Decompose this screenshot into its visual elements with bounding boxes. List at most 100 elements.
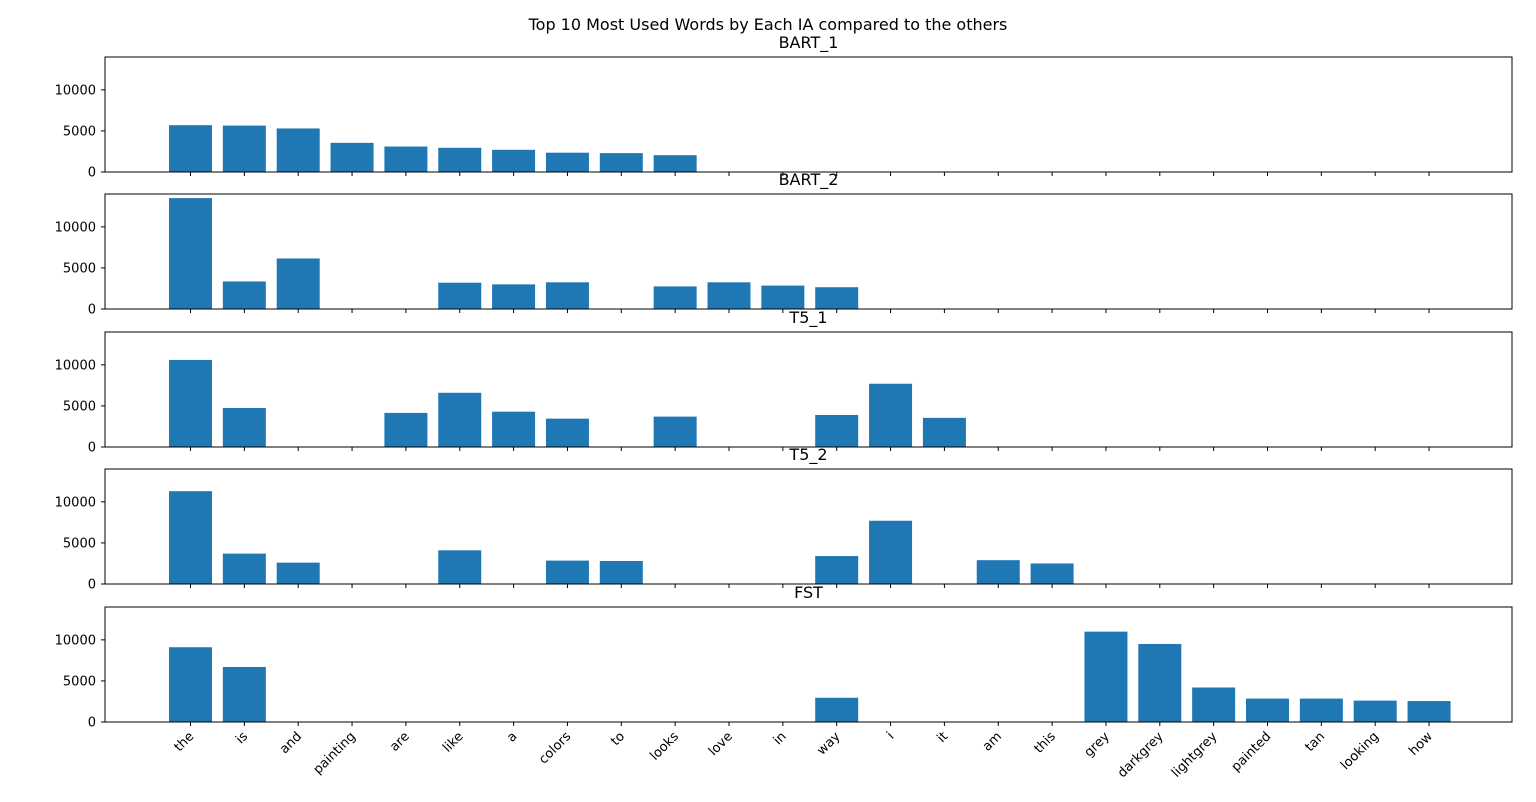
bar-bart_1-the [169, 125, 212, 172]
y-tick-label: 5000 [63, 536, 96, 551]
bar-bart_2-colors [545, 282, 589, 309]
x-tick-label-grey: grey [1082, 729, 1113, 760]
bar-t5_2-like [438, 550, 482, 584]
bar-t5_2-to [599, 561, 643, 584]
x-tick-label-i: i [884, 729, 897, 742]
bar-t5_2-am [976, 560, 1020, 584]
bar-bart_2-and [276, 258, 320, 309]
bar-bart_2-way [815, 287, 859, 309]
bar-fst-tan [1299, 698, 1343, 722]
y-tick-label: 0 [88, 578, 96, 593]
x-tick-label-and: and [277, 729, 305, 757]
x-tick-label-how: how [1406, 729, 1436, 759]
bar-bart_2-love [707, 282, 751, 309]
bar-t5_1-the [169, 359, 212, 447]
bar-t5_1-like [438, 392, 482, 447]
x-tick-label-love: love [706, 729, 736, 759]
bar-bart_1-is [222, 125, 266, 172]
bar-bart_2-is [222, 281, 266, 309]
bar-t5_2-way [815, 556, 859, 584]
subplot-fst: 0 5000 10000 FST [55, 583, 1513, 731]
bar-t5_1-colors [545, 418, 589, 447]
bar-fst-is [222, 666, 266, 722]
x-tick-label-way: way [814, 729, 843, 758]
plot-frame [104, 331, 1513, 448]
bar-bart_1-a [492, 149, 536, 172]
x-tick-label-am: am [980, 729, 1005, 754]
subplot-title: BART_1 [779, 33, 839, 53]
bar-t5_1-it [922, 417, 966, 447]
subplot-t5_1: 0 5000 10000 T5_1 [55, 308, 1513, 456]
bar-t5_1-are [384, 412, 428, 447]
chart-title: Top 10 Most Used Words by Each IA compar… [528, 15, 1008, 34]
bar-t5_2-is [222, 553, 266, 584]
y-tick-label: 10000 [55, 633, 96, 648]
x-tick-label-lightgrey: lightgrey [1169, 729, 1221, 781]
bar-t5_2-i [869, 520, 913, 584]
subplot-bart_1: 0 5000 10000 BART_1 [55, 33, 1513, 181]
bar-bart_1-painting [330, 142, 374, 172]
plot-frame [104, 606, 1513, 723]
plot-frame [104, 56, 1513, 173]
bar-bart_2-looks [653, 286, 697, 309]
x-tick-label-are: are [387, 729, 412, 754]
x-tick-label-colors: colors [536, 729, 574, 767]
plot-frame [104, 193, 1513, 310]
subplot-t5_2: 0 5000 10000 T5_2 [55, 445, 1513, 593]
bar-t5_1-i [869, 383, 913, 447]
x-tick-label-looks: looks [647, 729, 682, 764]
y-tick-label: 0 [88, 441, 96, 456]
y-tick-label: 5000 [63, 124, 96, 139]
x-tick-label-like: like [440, 729, 466, 755]
y-tick-label: 10000 [55, 220, 96, 235]
x-axis: the is and painting are like a colors to looks lov… [172, 729, 1437, 781]
bar-bart_2-the [169, 198, 212, 309]
bar-t5_2-the [169, 491, 212, 584]
x-tick-label-is: is [233, 729, 251, 747]
x-tick-label-painted: painted [1229, 729, 1275, 775]
bar-fst-how [1407, 701, 1451, 722]
x-tick-label-darkgrey: darkgrey [1115, 729, 1167, 781]
y-tick-label: 10000 [55, 83, 96, 98]
bar-fst-way [815, 697, 859, 722]
x-tick-label-to: to [608, 729, 628, 749]
subplot-bart_2: 0 5000 10000 BART_2 [55, 170, 1513, 318]
bar-t5_1-a [492, 411, 536, 447]
bar-t5_2-and [276, 562, 320, 584]
plot-frame [104, 468, 1513, 585]
y-tick-label: 5000 [63, 674, 96, 689]
subplot-title: BART_2 [779, 170, 839, 190]
bar-bart_1-are [384, 146, 428, 172]
bar-fst-the [169, 647, 212, 722]
bar-fst-looking [1353, 700, 1397, 722]
bar-bart_2-a [492, 284, 536, 309]
x-tick-label-painting: painting [311, 729, 359, 777]
y-tick-label: 10000 [55, 495, 96, 510]
subplot-title: FST [794, 583, 823, 602]
bar-fst-grey [1084, 631, 1128, 722]
bar-bart_2-in [761, 285, 805, 309]
bar-t5_2-this [1030, 563, 1074, 584]
x-tick-label-looking: looking [1338, 729, 1382, 773]
x-tick-label-a: a [504, 729, 520, 745]
bar-bart_1-and [276, 128, 320, 172]
bar-bart_1-like [438, 147, 482, 172]
subplots-group: 0 5000 10000 BART_1 0 5000 10000 BART_2 0 5000 100… [55, 33, 1513, 731]
bar-t5_1-looks [653, 416, 697, 447]
x-tick-label-the: the [172, 729, 198, 755]
subplot-title: T5_2 [788, 445, 827, 465]
bar-bart_1-to [599, 153, 643, 172]
y-tick-label: 0 [88, 166, 96, 181]
y-tick-label: 5000 [63, 261, 96, 276]
x-tick-label-in: in [771, 729, 790, 748]
bar-fst-painted [1246, 698, 1289, 722]
bar-t5_1-is [222, 407, 266, 447]
bar-bart_2-like [438, 282, 482, 309]
bar-fst-lightgrey [1192, 687, 1236, 722]
y-tick-label: 0 [88, 303, 96, 318]
subplot-title: T5_1 [788, 308, 827, 328]
y-tick-label: 0 [88, 716, 96, 731]
x-tick-label-this: this [1032, 729, 1060, 757]
bar-fst-darkgrey [1138, 643, 1182, 722]
